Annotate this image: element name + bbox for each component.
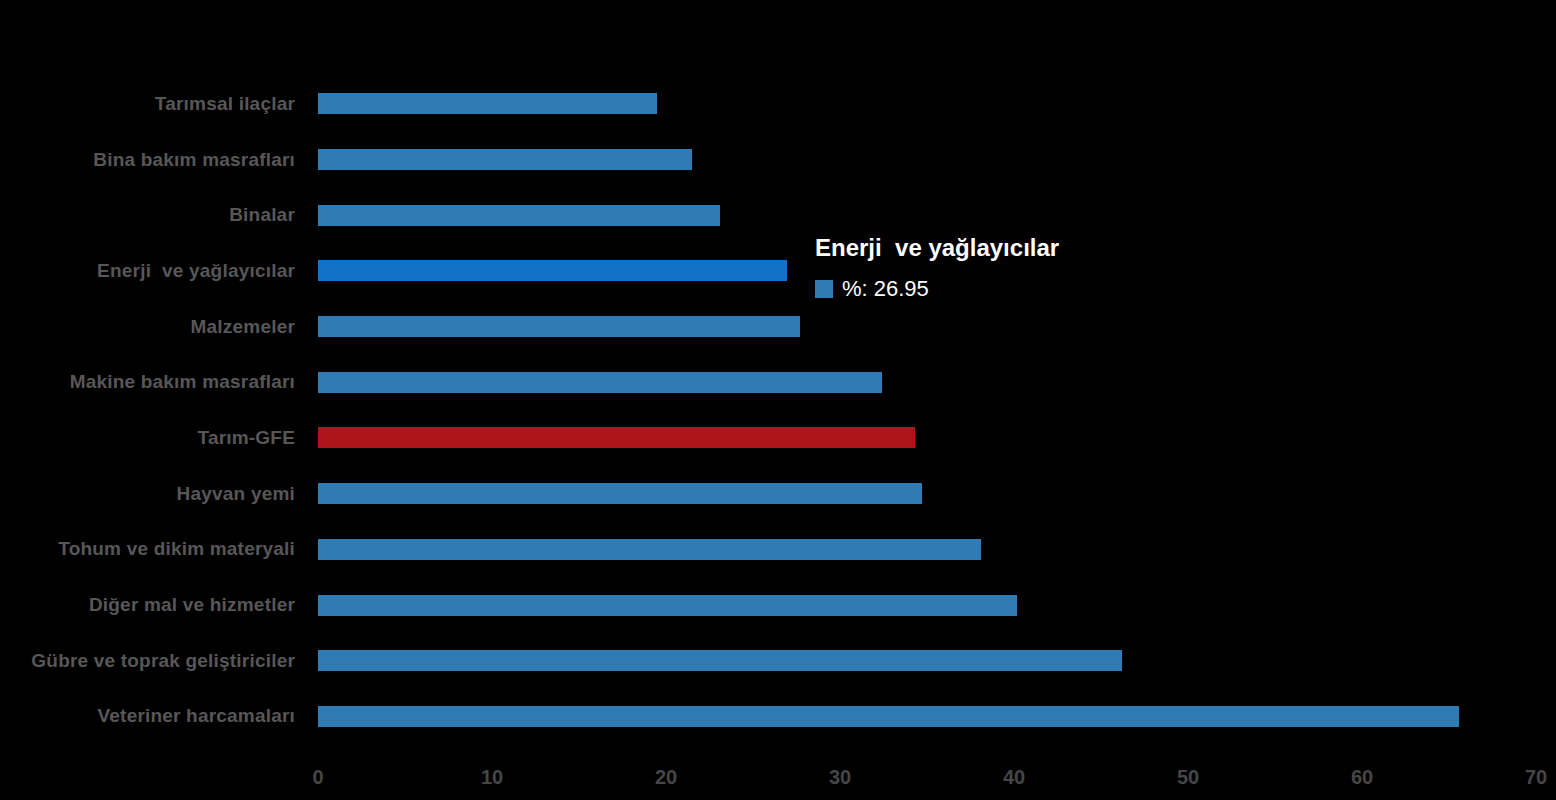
x-axis-tick-label: 40 (1003, 766, 1025, 789)
category-label: Tarımsal ilaçlar (0, 93, 295, 115)
bar-highlighted[interactable] (318, 260, 787, 281)
chart-row: Enerji ve yağlayıcılar (0, 243, 1556, 299)
bar-track (318, 706, 1536, 727)
category-label: Diğer mal ve hizmetler (0, 594, 295, 616)
bar-track (318, 483, 1536, 504)
x-axis-tick-label: 30 (829, 766, 851, 789)
category-label: Malzemeler (0, 316, 295, 338)
tooltip-series-swatch-icon (815, 280, 833, 298)
bar-value[interactable] (318, 706, 1459, 727)
chart-row: Bina bakım masrafları (0, 132, 1556, 188)
bar-track (318, 372, 1536, 393)
bar-track (318, 205, 1536, 226)
x-axis-tick-label: 10 (481, 766, 503, 789)
chart-row: Gübre ve toprak geliştiriciler (0, 633, 1556, 689)
category-label: Hayvan yemi (0, 483, 295, 505)
bar-track (318, 539, 1536, 560)
chart-row: Malzemeler (0, 299, 1556, 355)
x-axis-tick-label: 20 (655, 766, 677, 789)
bar-value[interactable] (318, 93, 657, 114)
bar-value[interactable] (318, 372, 882, 393)
chart-row: Makine bakım masrafları (0, 354, 1556, 410)
category-label: Bina bakım masrafları (0, 149, 295, 171)
category-label: Binalar (0, 204, 295, 226)
chart-row: Tohum ve dikim materyali (0, 522, 1556, 578)
bar-track (318, 93, 1536, 114)
x-axis-tick-label: 0 (312, 766, 323, 789)
tooltip-value: %: 26.95 (842, 276, 929, 302)
bar-track (318, 650, 1536, 671)
bar-track (318, 427, 1536, 448)
category-label: Gübre ve toprak geliştiriciler (0, 650, 295, 672)
bar-track (318, 316, 1536, 337)
chart-row: Binalar (0, 187, 1556, 243)
bar-value[interactable] (318, 149, 692, 170)
chart-rows: Tarımsal ilaçlar Bina bakım masrafları Bin… (0, 76, 1556, 744)
bar-value[interactable] (318, 205, 720, 226)
x-axis: 010203040506070 (318, 766, 1536, 796)
x-axis-tick-label: 70 (1525, 766, 1547, 789)
category-label: Enerji ve yağlayıcılar (0, 260, 295, 282)
chart-row: Tarım-GFE (0, 410, 1556, 466)
bar-tarim-gfe[interactable] (318, 427, 915, 448)
bar-value[interactable] (318, 483, 922, 504)
chart-row: Tarımsal ilaçlar (0, 76, 1556, 132)
bar-value[interactable] (318, 595, 1017, 616)
category-label: Tarım-GFE (0, 427, 295, 449)
category-label: Tohum ve dikim materyali (0, 538, 295, 560)
chart-row: Veteriner harcamaları (0, 689, 1556, 745)
bar-value[interactable] (318, 539, 981, 560)
bar-value[interactable] (318, 316, 800, 337)
bar-track (318, 149, 1536, 170)
chart-row: Diğer mal ve hizmetler (0, 577, 1556, 633)
x-axis-tick-label: 60 (1351, 766, 1373, 789)
tooltip-value-row: %: 26.95 (815, 276, 1059, 302)
x-axis-tick-label: 50 (1177, 766, 1199, 789)
tooltip-title: Enerji ve yağlayıcılar (815, 234, 1059, 262)
bar-value[interactable] (318, 650, 1122, 671)
tooltip: Enerji ve yağlayıcılar %: 26.95 (815, 234, 1059, 302)
category-label: Makine bakım masrafları (0, 371, 295, 393)
bar-chart: Tarımsal ilaçlar Bina bakım masrafları Bin… (0, 0, 1556, 800)
bar-track (318, 595, 1536, 616)
chart-row: Hayvan yemi (0, 466, 1556, 522)
category-label: Veteriner harcamaları (0, 705, 295, 727)
